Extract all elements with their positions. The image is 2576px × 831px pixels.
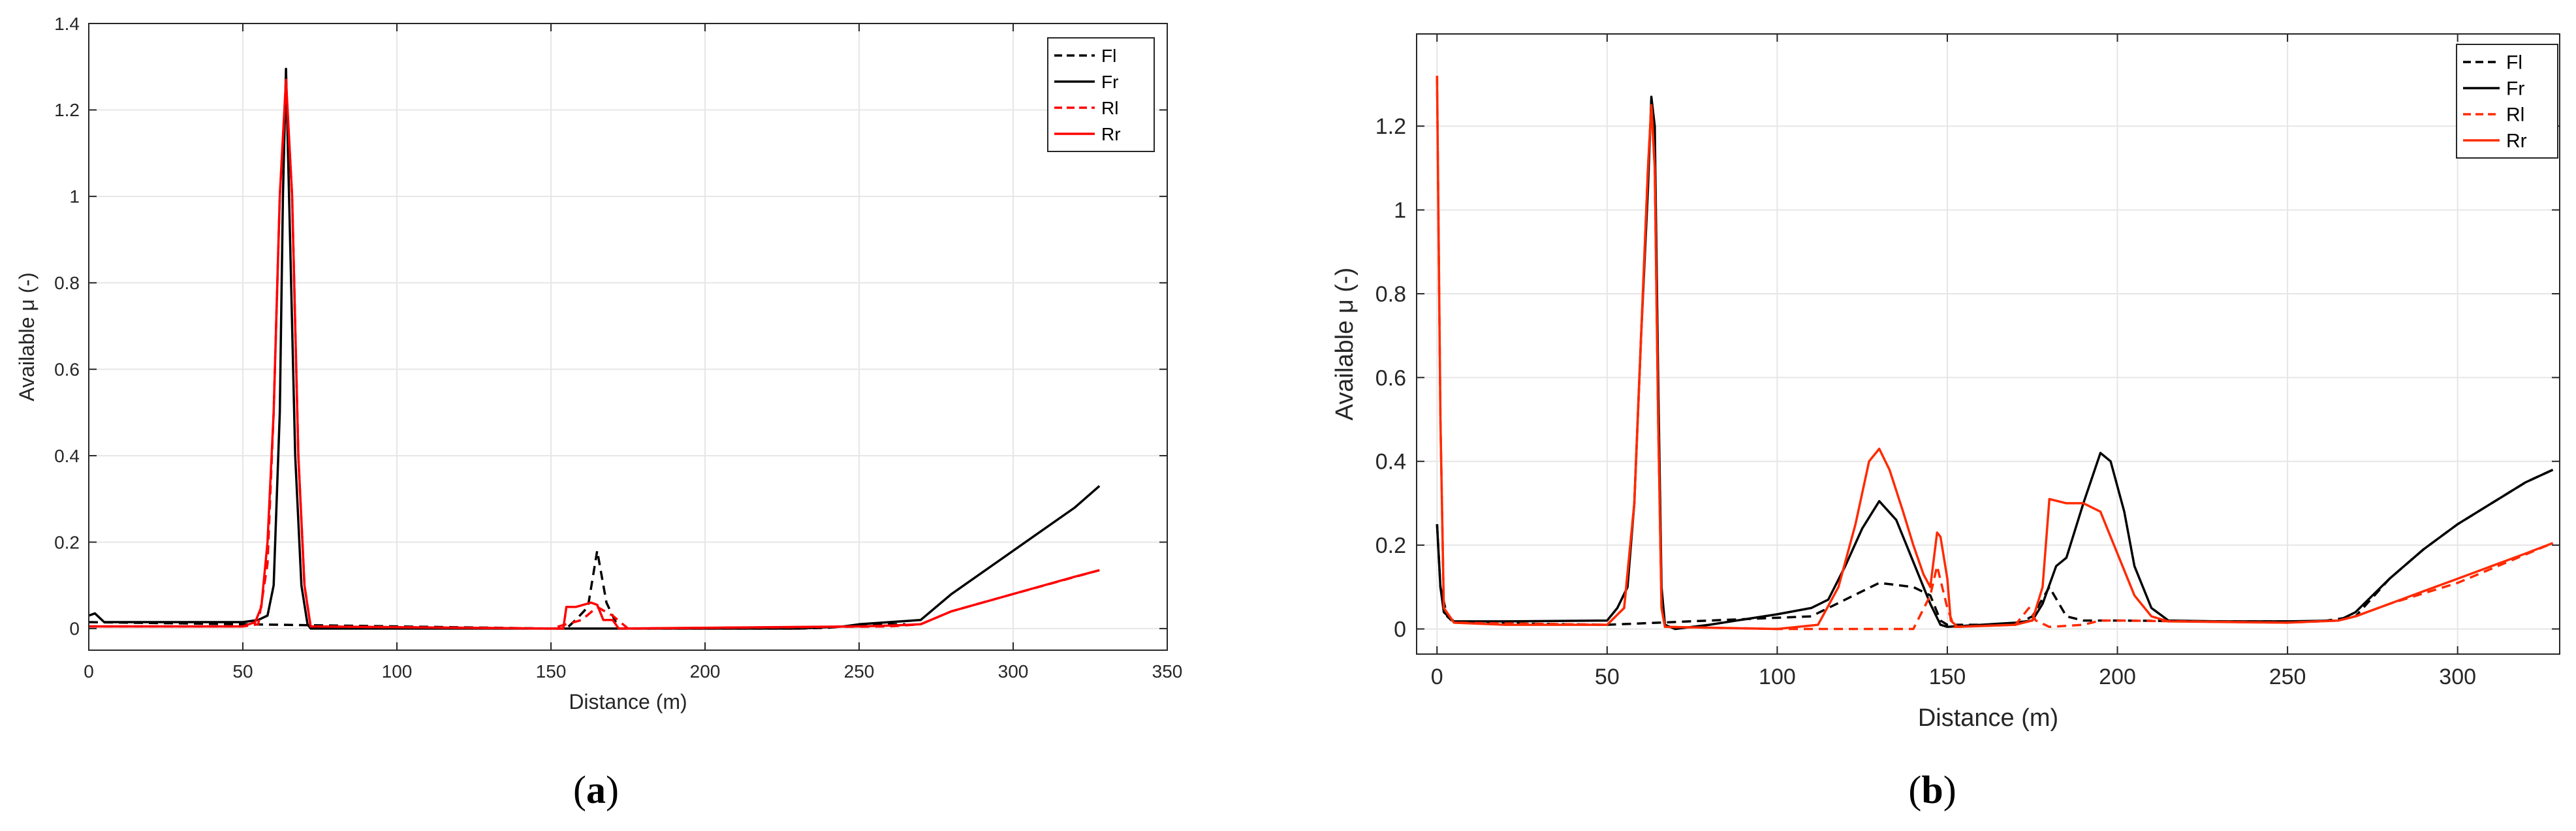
x-tick-label: 50 [232, 661, 253, 682]
x-tick-label: 50 [1595, 665, 1620, 689]
panel-a-x-axis-label: Distance (m) [569, 690, 687, 713]
y-tick-label: 0.6 [54, 359, 80, 379]
y-tick-label: 1.2 [1375, 114, 1406, 139]
panel-a-ticks: 0 50 100 150 200 250 300 350 0 0.2 0.4 0.6 0.8 1 1.2 1.… [54, 14, 1182, 682]
legend-label: Rr [2506, 131, 2527, 152]
legend-box [1047, 37, 1155, 152]
x-tick-label: 300 [998, 661, 1029, 682]
y-tick-label: 0 [1394, 617, 1406, 642]
panel-b-y-axis-label: Available μ (-) [1331, 268, 1359, 421]
x-tick-label: 100 [382, 661, 413, 682]
legend-label: Rl [1101, 98, 1118, 118]
panel-b-caption-open: ( [1908, 768, 1921, 811]
y-tick-label: 0.2 [54, 532, 80, 552]
panel-b-caption: (b) [1908, 768, 1956, 811]
panel-a-caption-open: ( [573, 768, 586, 811]
panel-b-grid [1417, 34, 2560, 654]
y-tick-label: 0.4 [1375, 450, 1406, 475]
x-tick-label: 200 [690, 661, 721, 682]
panel-b-x-axis-label: Distance (m) [1918, 704, 2058, 732]
y-tick-label: 0.8 [54, 273, 80, 293]
panel-b-caption-close: ) [1943, 768, 1956, 811]
x-tick-label: 0 [1431, 665, 1443, 689]
x-tick-label: 350 [1152, 661, 1183, 682]
y-tick-label: 1 [1394, 198, 1406, 223]
y-tick-label: 0.4 [54, 446, 80, 466]
legend-label: Fl [1101, 46, 1116, 66]
x-tick-label: 0 [84, 661, 94, 682]
series-line-rr [89, 78, 1100, 630]
x-tick-label: 300 [2439, 665, 2476, 689]
y-tick-label: 1.4 [54, 14, 80, 34]
y-tick-label: 0 [69, 619, 80, 639]
panel-a-legend: Fl Fr Rl Rr [1047, 37, 1155, 152]
panel-b-legend: Fl Fr Rl Rr [2456, 44, 2558, 159]
panel-a-lines [88, 67, 1101, 630]
series-line-rr [1436, 76, 2554, 631]
panel-b-ticks: 0 50 100 150 200 250 300 0 0.2 0.4 0.6 0.8 1 1.2 [1375, 34, 2560, 689]
panel-b-lines [1436, 76, 2554, 631]
y-tick-label: 1 [69, 187, 80, 207]
panel-a-caption-close: ) [606, 768, 619, 811]
x-tick-label: 150 [1929, 665, 1966, 689]
panel-a: 0 50 100 150 200 250 300 350 0 0.2 0.4 0.6 0.8 1 1.2 1.… [15, 14, 1182, 811]
panel-a-caption: (a) [573, 768, 619, 811]
panel-a-y-axis-label: Available μ (-) [15, 272, 39, 401]
y-tick-label: 0.6 [1375, 366, 1406, 390]
legend-label: Rl [2506, 104, 2524, 126]
panel-b-caption-letter: b [1921, 768, 1943, 811]
x-tick-label: 250 [2269, 665, 2306, 689]
panel-a-grid [88, 23, 1168, 650]
panel-a-axes-box [88, 23, 1168, 651]
legend-label: Fr [2506, 78, 2524, 100]
y-tick-label: 0.2 [1375, 533, 1406, 558]
y-tick-label: 1.2 [54, 100, 80, 120]
panel-a-caption-letter: a [586, 768, 606, 811]
series-line-fl [88, 549, 905, 630]
x-tick-label: 100 [1759, 665, 1796, 689]
panel-b-axes-box [1416, 33, 2560, 655]
legend-label: Fr [1101, 72, 1118, 92]
y-tick-label: 0.8 [1375, 282, 1406, 307]
legend-label: Rr [1101, 124, 1121, 144]
legend-box [2456, 44, 2558, 159]
legend-label: Fl [2506, 52, 2522, 74]
x-tick-label: 250 [844, 661, 875, 682]
x-tick-label: 150 [536, 661, 567, 682]
x-tick-label: 200 [2099, 665, 2136, 689]
panel-b: 0 50 100 150 200 250 300 0 0.2 0.4 0.6 0.8 1 1.2 Dist… [1331, 33, 2560, 811]
